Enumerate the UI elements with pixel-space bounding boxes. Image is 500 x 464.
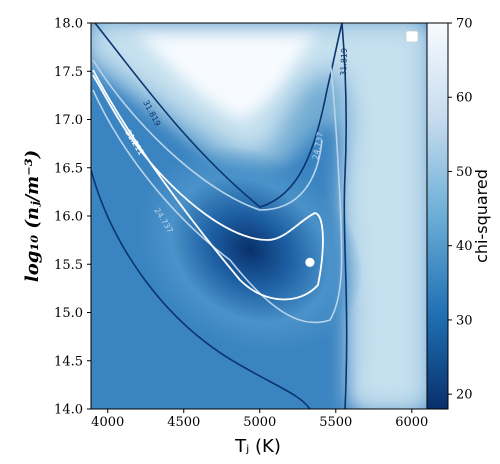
contour-24737-outer <box>92 59 343 324</box>
contour-31819-left <box>91 169 311 409</box>
y-tick-label: 16.5 <box>54 161 83 176</box>
colorbar-tick-label: 40 <box>456 239 473 254</box>
contour-label-31819-right: 31.819 <box>339 48 349 76</box>
heatmap-field <box>91 23 427 409</box>
contour-lines <box>91 23 348 409</box>
y-tick-label: 17.0 <box>54 113 83 128</box>
colorbar <box>426 22 449 410</box>
y-axis-label: log₁₀ (nⱼ/m⁻³) <box>22 150 43 282</box>
colorbar-label: chi-squared <box>472 169 491 263</box>
y-axis: 14.0 14.5 15.0 15.5 16.0 16.5 17.0 17.5 18.0 <box>54 17 91 418</box>
y-tick-label: 15.0 <box>54 306 83 321</box>
contour-31819-right <box>341 23 348 409</box>
x-tick-label: 5000 <box>243 415 276 430</box>
y-tick-label: 16.0 <box>54 210 83 225</box>
colorbar-ticks: 20 30 40 50 60 70 <box>448 17 473 403</box>
colorbar-tick-label: 70 <box>456 17 473 32</box>
colorbar-tick-label: 60 <box>456 91 473 106</box>
x-tick-label: 4500 <box>167 415 200 430</box>
heatmap-mid-band <box>91 23 427 409</box>
legend-box <box>405 30 419 43</box>
x-tick-label: 6000 <box>395 415 428 430</box>
contour-24737-inner <box>92 59 323 211</box>
contour-31819-upper <box>94 23 343 208</box>
x-tick-label: 5500 <box>319 415 352 430</box>
y-tick-label: 18.0 <box>54 17 83 32</box>
y-tick-label: 17.5 <box>54 65 83 80</box>
x-axis-label: Tⱼ (K) <box>234 436 281 457</box>
best-fit-marker <box>305 257 315 267</box>
heatmap-minimum-basin <box>137 146 363 354</box>
y-tick-label: 15.5 <box>54 258 83 273</box>
x-tick-label: 4000 <box>91 415 124 430</box>
colorbar-tick-label: 50 <box>456 165 473 180</box>
contour-21211 <box>92 69 324 301</box>
colorbar-tick-label: 30 <box>456 313 473 328</box>
x-axis: 4000 4500 5000 5500 6000 <box>91 409 428 430</box>
y-tick-label: 14.0 <box>54 403 83 418</box>
y-tick-label: 14.5 <box>54 354 83 369</box>
colorbar-tick-label: 20 <box>456 388 473 403</box>
